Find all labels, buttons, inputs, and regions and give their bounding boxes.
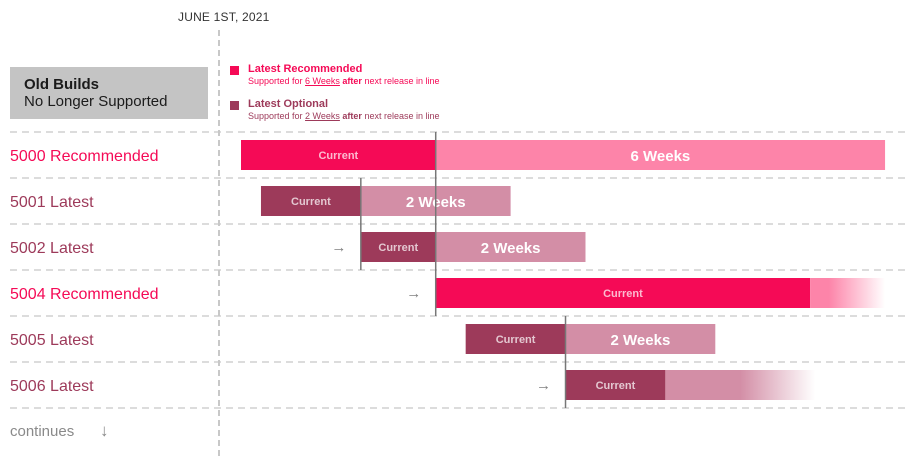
row-label: 5006 Latest <box>10 378 94 395</box>
arrow-right-icon: → <box>406 285 421 302</box>
current-bar-label: Current <box>596 380 636 392</box>
current-bar-label: Current <box>603 288 643 300</box>
current-bar-label: Current <box>378 242 418 254</box>
legend-description: Supported for 2 Weeks after next release… <box>248 111 440 121</box>
support-duration-label: 2 Weeks <box>481 240 541 257</box>
old-builds-box: Old Builds No Longer Supported <box>10 67 208 119</box>
support-duration-label: 6 Weeks <box>630 148 690 165</box>
current-bar-label: Current <box>318 150 358 162</box>
legend-swatch-optional <box>230 101 239 110</box>
arrow-right-icon: → <box>331 239 346 256</box>
current-bar <box>360 232 436 262</box>
support-bar <box>435 232 586 262</box>
legend-title: Latest Recommended <box>248 63 363 75</box>
old-builds-title: Old Builds <box>24 76 99 93</box>
support-bar <box>665 370 816 400</box>
current-bar-label: Current <box>496 334 536 346</box>
support-bar <box>435 140 886 170</box>
current-bar <box>435 278 811 308</box>
arrow-down-icon: ↓ <box>100 421 109 440</box>
legend-title: Latest Optional <box>248 98 329 110</box>
row-label: 5004 Recommended <box>10 286 159 303</box>
continues-label: continues <box>10 423 75 440</box>
row-label: 5002 Latest <box>10 240 94 257</box>
support-bar <box>810 278 886 308</box>
legend-swatch-recommended <box>230 66 239 75</box>
support-bar <box>565 324 716 354</box>
support-duration-label: 2 Weeks <box>611 332 671 349</box>
row-label: 5000 Recommended <box>10 148 159 165</box>
arrow-right-icon: → <box>536 377 551 394</box>
current-bar-label: Current <box>291 196 331 208</box>
old-builds-subtitle: No Longer Supported <box>24 93 168 110</box>
row-label: 5001 Latest <box>10 194 94 211</box>
current-bar <box>241 140 436 170</box>
current-bar <box>260 186 361 216</box>
row-label: 5005 Latest <box>10 332 94 349</box>
current-bar <box>565 370 666 400</box>
current-bar <box>465 324 566 354</box>
legend-description: Supported for 6 Weeks after next release… <box>248 76 440 86</box>
date-marker-label: JUNE 1ST, 2021 <box>178 10 270 24</box>
